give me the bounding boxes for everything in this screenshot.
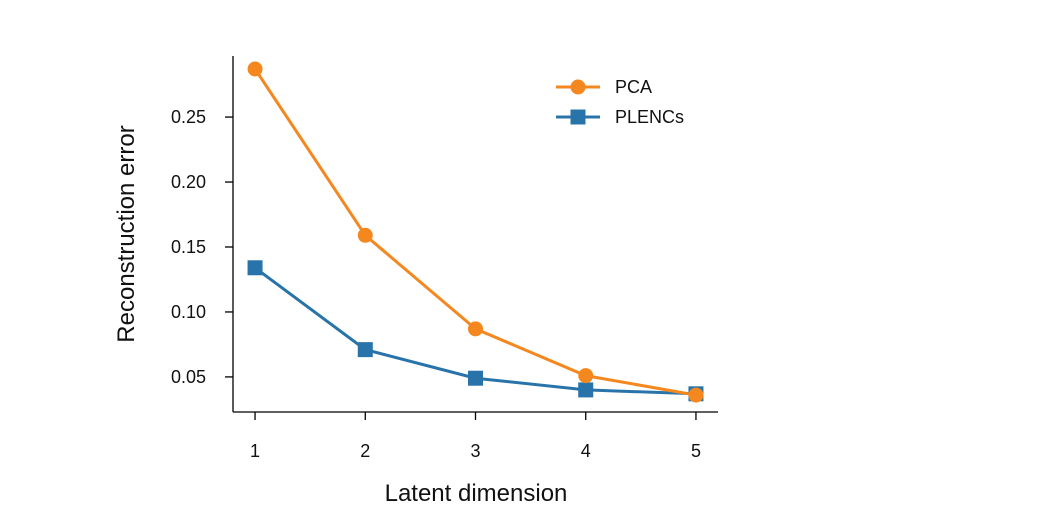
series-layer (247, 61, 704, 403)
data-point-pca (688, 387, 704, 403)
x-axis-title: Latent dimension (385, 480, 568, 507)
series-pca (247, 61, 704, 403)
x-tick-label: 5 (691, 441, 701, 461)
legend-label-plencs: PLENCs (615, 107, 684, 127)
data-point-plencs (357, 342, 373, 358)
legend-marker-pca (570, 79, 586, 95)
y-tick-label: 0.10 (171, 302, 206, 322)
x-tick-label: 4 (581, 441, 591, 461)
x-tick-label: 2 (360, 441, 370, 461)
data-point-pca (578, 368, 594, 384)
data-point-plencs (468, 370, 483, 386)
data-point-plencs (578, 382, 594, 398)
legend-item-plencs: PLENCs (556, 107, 684, 127)
y-tick-label: 0.20 (171, 172, 206, 192)
y-axis-title: Reconstruction error (113, 125, 140, 342)
x-axis-ticks: 1 2 3 4 5 (250, 412, 701, 461)
y-tick-label: 0.15 (171, 237, 206, 257)
legend-marker-plencs (570, 109, 586, 125)
legend-item-pca: PCA (556, 77, 652, 97)
y-axis-ticks: 0.05 0.10 0.15 0.20 0.25 (171, 107, 233, 387)
data-point-pca (357, 227, 373, 243)
data-point-pca (468, 321, 483, 337)
legend: PCA PLENCs (556, 77, 684, 127)
y-tick-label: 0.25 (171, 107, 206, 127)
legend-label-pca: PCA (615, 77, 652, 97)
data-point-pca (247, 61, 263, 77)
x-tick-label: 3 (470, 441, 480, 461)
plot-area: 0.05 0.10 0.15 0.20 0.25 1 2 3 4 5 (171, 56, 718, 461)
x-tick-label: 1 (250, 441, 260, 461)
y-tick-label: 0.05 (171, 367, 206, 387)
data-point-plencs (247, 260, 263, 276)
